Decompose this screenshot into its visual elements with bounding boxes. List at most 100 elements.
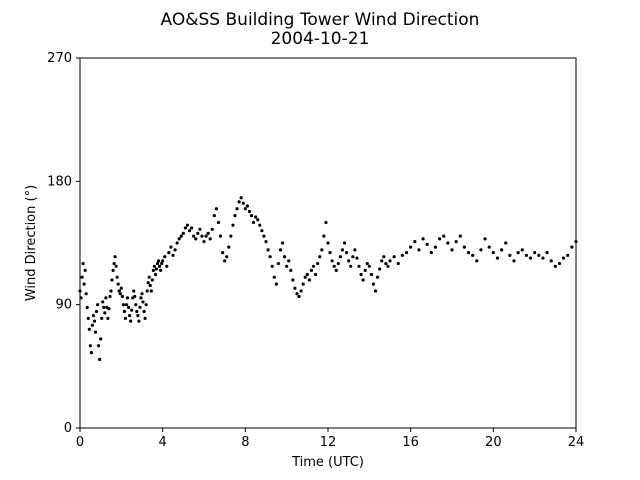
x-tick-label: 16	[402, 435, 419, 450]
data-point	[117, 289, 121, 293]
y-tick-label: 270	[47, 51, 72, 66]
data-point	[458, 234, 462, 238]
data-point	[214, 207, 218, 211]
data-point	[504, 241, 508, 245]
data-point	[163, 255, 167, 259]
data-point	[91, 314, 96, 318]
data-point	[99, 337, 103, 341]
data-point	[508, 253, 512, 257]
data-point	[268, 255, 272, 259]
data-point	[303, 275, 307, 279]
data-point	[156, 259, 161, 263]
data-point	[533, 250, 537, 255]
data-point	[227, 245, 231, 249]
data-point	[181, 231, 185, 236]
data-point	[134, 303, 138, 307]
data-point	[266, 248, 270, 252]
data-point	[262, 234, 266, 238]
data-point	[155, 261, 160, 266]
data-point	[400, 253, 404, 257]
data-point	[243, 207, 247, 211]
data-point	[113, 255, 117, 259]
data-point	[98, 357, 102, 362]
data-points	[78, 196, 578, 362]
data-point	[221, 250, 225, 255]
data-point	[97, 344, 101, 348]
data-point	[314, 272, 318, 277]
data-point	[392, 255, 396, 259]
data-point	[116, 282, 120, 286]
data-point	[359, 272, 363, 277]
data-point	[143, 316, 147, 320]
y-tick-label: 90	[55, 298, 72, 313]
data-point	[104, 296, 108, 300]
data-point	[363, 268, 367, 273]
data-point	[198, 227, 202, 231]
data-point	[256, 218, 260, 222]
data-point	[549, 259, 553, 263]
data-point	[86, 316, 90, 320]
data-point	[101, 300, 105, 304]
data-point	[545, 250, 549, 255]
data-point	[541, 256, 545, 260]
data-point	[208, 237, 212, 241]
data-point	[349, 264, 353, 268]
data-point	[371, 282, 376, 286]
data-point	[361, 278, 365, 282]
data-point	[146, 281, 150, 285]
data-point	[245, 204, 249, 208]
y-axis-ticks: 0 90 180 270	[47, 51, 80, 436]
x-tick-label: 4	[159, 435, 167, 450]
data-point	[307, 278, 311, 282]
data-point	[175, 241, 179, 245]
data-point	[124, 303, 129, 307]
data-point	[462, 245, 466, 249]
data-point	[270, 264, 274, 268]
x-axis-ticks: 0 4 8 12 16 20 24	[76, 428, 584, 450]
data-point	[92, 319, 97, 323]
data-point	[149, 289, 153, 293]
data-point	[249, 213, 254, 218]
data-point	[79, 296, 83, 300]
data-point	[553, 264, 557, 268]
data-point	[247, 209, 252, 214]
data-point	[479, 248, 483, 252]
y-axis-label: Wind Direction (°)	[24, 185, 39, 301]
data-point	[231, 223, 235, 227]
data-point	[153, 272, 158, 277]
data-point	[237, 200, 241, 204]
data-point	[183, 226, 187, 230]
data-point	[342, 241, 347, 245]
data-point	[85, 305, 89, 310]
data-point	[285, 264, 289, 268]
data-point	[355, 256, 359, 260]
data-point	[336, 261, 340, 266]
data-point	[562, 256, 566, 260]
data-point	[365, 261, 369, 266]
data-point	[187, 229, 192, 233]
data-point	[293, 286, 297, 290]
data-point	[487, 245, 491, 249]
chart-title: AO&SS Building Tower Wind Direction	[161, 10, 480, 30]
data-point	[258, 223, 262, 227]
data-point	[204, 234, 208, 238]
data-point	[137, 319, 141, 323]
x-tick-label: 24	[568, 435, 585, 450]
data-point	[332, 264, 336, 268]
data-point	[152, 264, 156, 268]
data-point	[491, 250, 495, 255]
data-point	[126, 305, 131, 310]
data-point	[388, 259, 392, 263]
data-point	[107, 307, 111, 311]
data-point	[404, 250, 409, 255]
data-point	[123, 316, 128, 320]
data-point	[173, 248, 177, 252]
data-point	[84, 292, 88, 296]
data-point	[179, 234, 183, 238]
data-point	[326, 241, 330, 245]
data-point	[151, 268, 155, 273]
data-point	[320, 248, 324, 252]
data-point	[466, 250, 471, 255]
data-point	[233, 213, 237, 218]
data-point	[112, 261, 116, 266]
